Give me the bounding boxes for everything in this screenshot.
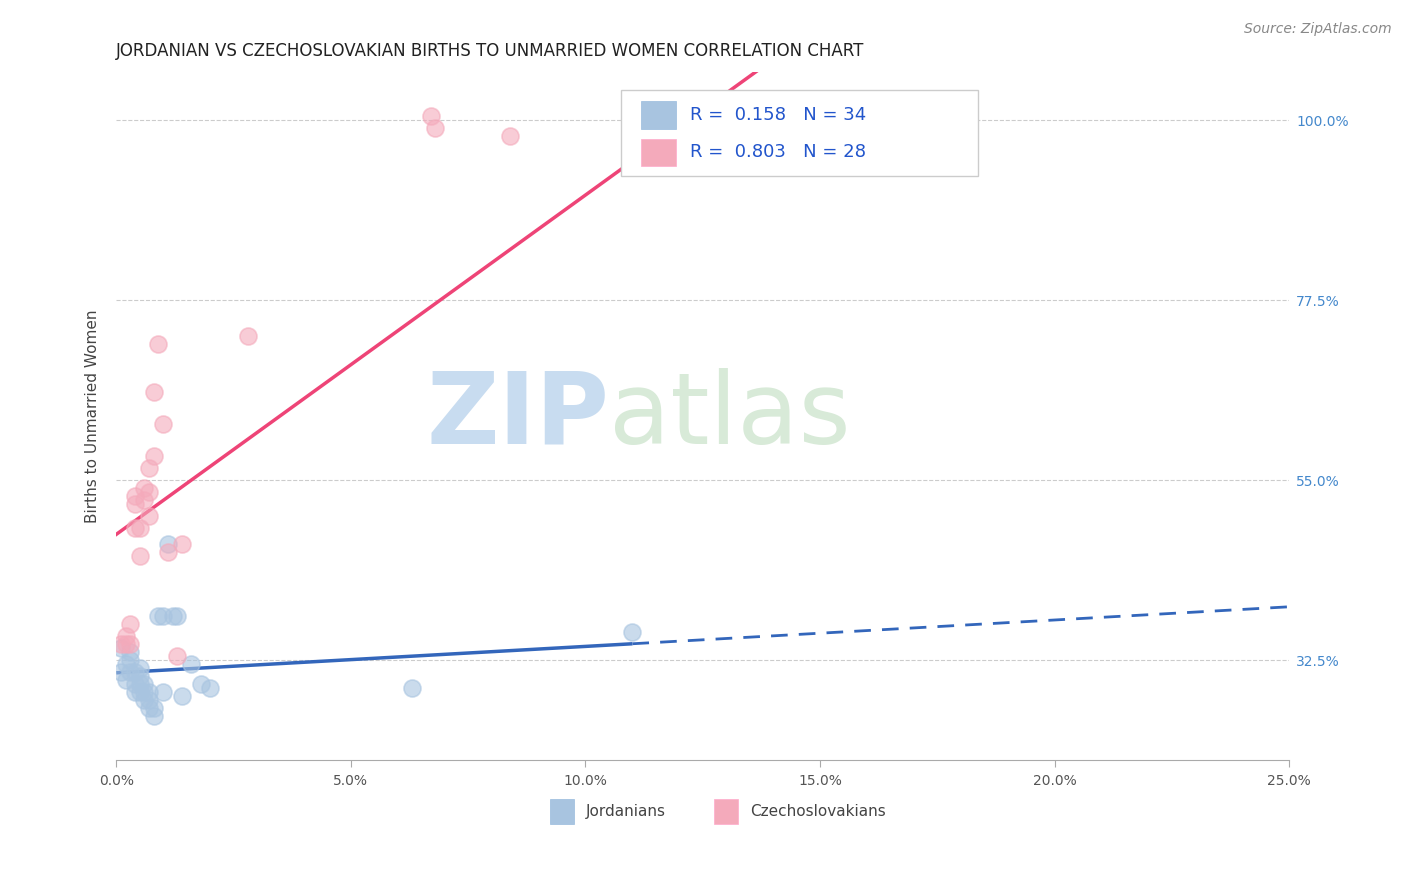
Point <box>110 640 132 655</box>
Point <box>170 537 193 551</box>
Point <box>170 689 193 703</box>
Point <box>152 417 174 432</box>
Point <box>134 493 156 508</box>
Point <box>124 489 146 503</box>
FancyBboxPatch shape <box>641 102 676 129</box>
Point <box>162 609 184 624</box>
Point <box>138 461 160 475</box>
Point <box>128 677 150 691</box>
Point <box>236 329 259 343</box>
Text: Czechoslovakians: Czechoslovakians <box>749 804 886 819</box>
Point <box>142 709 165 723</box>
Point <box>425 121 447 136</box>
Point <box>621 625 644 640</box>
Point <box>138 693 160 707</box>
Point <box>120 617 142 632</box>
Text: Source: ZipAtlas.com: Source: ZipAtlas.com <box>1244 22 1392 37</box>
Point <box>166 648 188 663</box>
Point <box>893 109 915 123</box>
FancyBboxPatch shape <box>620 89 979 176</box>
Point <box>124 677 146 691</box>
Point <box>134 685 156 699</box>
Text: atlas: atlas <box>609 368 851 465</box>
Point <box>120 645 142 659</box>
Point <box>124 521 146 535</box>
Point <box>128 669 150 683</box>
Point <box>110 665 132 679</box>
Text: ZIP: ZIP <box>426 368 609 465</box>
Point <box>152 609 174 624</box>
FancyBboxPatch shape <box>550 799 574 823</box>
Point <box>110 637 132 651</box>
Point <box>120 665 142 679</box>
Point <box>180 657 202 671</box>
Point <box>134 693 156 707</box>
Point <box>198 681 221 695</box>
FancyBboxPatch shape <box>641 138 676 166</box>
Point <box>120 637 142 651</box>
Point <box>166 609 188 624</box>
Point <box>190 677 212 691</box>
Point <box>148 337 170 351</box>
Point <box>124 685 146 699</box>
Point <box>124 665 146 679</box>
Text: R =  0.803   N = 28: R = 0.803 N = 28 <box>690 144 866 161</box>
Point <box>148 609 170 624</box>
Point <box>120 653 142 667</box>
Point <box>152 685 174 699</box>
Point <box>128 549 150 563</box>
Point <box>124 497 146 511</box>
Point <box>138 685 160 699</box>
Point <box>156 545 179 559</box>
Point <box>499 129 522 144</box>
Y-axis label: Births to Unmarried Women: Births to Unmarried Women <box>86 310 100 523</box>
Point <box>114 673 136 687</box>
Point <box>419 109 441 123</box>
Point <box>401 681 423 695</box>
Point <box>114 637 136 651</box>
Point <box>772 121 794 136</box>
Point <box>138 701 160 715</box>
Point <box>134 481 156 495</box>
Text: Jordanians: Jordanians <box>585 804 665 819</box>
Point <box>142 701 165 715</box>
Point <box>156 537 179 551</box>
Point <box>128 685 150 699</box>
Text: R =  0.158   N = 34: R = 0.158 N = 34 <box>690 106 866 124</box>
Point <box>138 509 160 524</box>
Point <box>138 485 160 500</box>
Point <box>142 385 165 400</box>
Point <box>128 661 150 675</box>
FancyBboxPatch shape <box>714 799 738 823</box>
Point <box>142 449 165 463</box>
Point <box>128 521 150 535</box>
Point <box>134 677 156 691</box>
Text: JORDANIAN VS CZECHOSLOVAKIAN BIRTHS TO UNMARRIED WOMEN CORRELATION CHART: JORDANIAN VS CZECHOSLOVAKIAN BIRTHS TO U… <box>117 42 865 60</box>
Point <box>114 657 136 671</box>
Point <box>114 629 136 643</box>
